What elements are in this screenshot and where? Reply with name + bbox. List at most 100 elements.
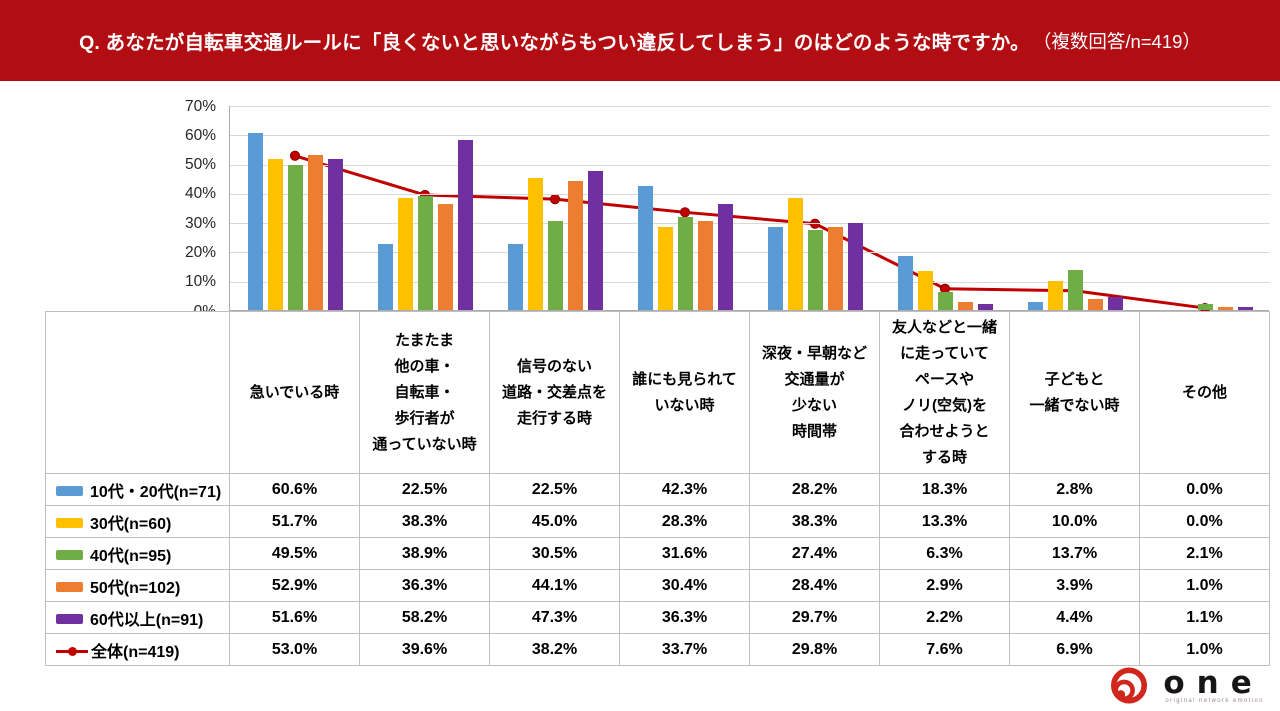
value-cell: 38.9% xyxy=(359,537,490,570)
bar xyxy=(977,303,993,310)
bar xyxy=(937,291,953,310)
series-label: 50代(n=102) xyxy=(90,579,181,597)
value-cell: 6.9% xyxy=(1009,633,1140,666)
bar xyxy=(1237,306,1253,310)
bar xyxy=(267,158,283,310)
value-cell: 53.0% xyxy=(229,633,360,666)
value-cell: 49.5% xyxy=(229,537,360,570)
value-cell: 36.3% xyxy=(359,569,490,602)
value-cell: 0.0% xyxy=(1139,473,1270,506)
gridline xyxy=(230,135,1270,137)
bar xyxy=(547,220,563,310)
y-axis: 70%60%50%40%30%20%10%0% xyxy=(140,98,216,320)
value-cell: 2.8% xyxy=(1009,473,1140,506)
overall-line-marker xyxy=(679,207,691,218)
value-cell: 7.6% xyxy=(879,633,1010,666)
table-row: 40代(n=95) 49.5% 38.9% 30.5% 31.6% 27.4% 6.3% 13… xyxy=(45,537,1270,570)
series-label: 40代(n=95) xyxy=(90,547,172,565)
bar xyxy=(657,227,673,310)
bar xyxy=(287,165,303,310)
overall-line-marker xyxy=(549,194,561,205)
gridline xyxy=(230,252,1270,254)
value-cell: 13.7% xyxy=(1009,537,1140,570)
bar xyxy=(397,197,413,310)
bar xyxy=(717,203,733,310)
series-swatch xyxy=(56,550,83,561)
category-header: 急いでいる時 xyxy=(229,311,360,474)
value-cell: 44.1% xyxy=(489,569,620,602)
bar xyxy=(1217,307,1233,310)
value-cell: 28.2% xyxy=(749,473,880,506)
bar xyxy=(587,171,603,310)
bar xyxy=(1107,297,1123,310)
results-table: 急いでいる時 たまたま 他の車・ 自転車・ 歩行者が 通っていない時 信号のない 道路・交差点… xyxy=(45,311,1270,666)
bar xyxy=(957,301,973,310)
value-cell: 38.3% xyxy=(359,505,490,538)
bar xyxy=(307,155,323,310)
value-cell: 10.0% xyxy=(1009,505,1140,538)
bar xyxy=(1087,298,1103,310)
value-cell: 38.2% xyxy=(489,633,620,666)
value-cell: 45.0% xyxy=(489,505,620,538)
legend-cell: 全体(n=419) xyxy=(45,633,230,666)
series-label: 30代(n=60) xyxy=(90,515,172,533)
legend-cell: 10代・20代(n=71) xyxy=(45,473,230,506)
value-cell: 1.0% xyxy=(1139,633,1270,666)
bar xyxy=(637,186,653,310)
bar xyxy=(457,139,473,310)
category-header: たまたま 他の車・ 自転車・ 歩行者が 通っていない時 xyxy=(359,311,490,474)
value-cell: 30.5% xyxy=(489,537,620,570)
bar xyxy=(507,244,523,310)
one-spiral-icon xyxy=(1111,667,1148,704)
series-label: 60代以上(n=91) xyxy=(90,611,204,629)
value-cell: 18.3% xyxy=(879,473,1010,506)
value-cell: 22.5% xyxy=(359,473,490,506)
value-cell: 2.1% xyxy=(1139,537,1270,570)
legend-cell: 50代(n=102) xyxy=(45,569,230,602)
value-cell: 2.9% xyxy=(879,569,1010,602)
y-axis-label: 30% xyxy=(184,214,216,232)
value-cell: 3.9% xyxy=(1009,569,1140,602)
series-line-marker xyxy=(56,646,88,657)
series-label: 10代・20代(n=71) xyxy=(90,483,222,501)
y-axis-label: 70% xyxy=(184,97,216,115)
overall-line-marker xyxy=(289,150,301,161)
y-axis-label: 50% xyxy=(184,156,216,174)
x-axis-tick xyxy=(1269,311,1270,315)
value-cell: 22.5% xyxy=(489,473,620,506)
series-swatch xyxy=(56,614,83,625)
bar xyxy=(1047,280,1063,310)
gridline xyxy=(230,281,1270,283)
value-cell: 28.3% xyxy=(619,505,750,538)
series-swatch xyxy=(56,486,83,497)
bar xyxy=(417,196,433,310)
legend-cell: 60代以上(n=91) xyxy=(45,601,230,634)
table-corner-cell xyxy=(45,311,230,474)
value-cell: 13.3% xyxy=(879,505,1010,538)
value-cell: 51.7% xyxy=(229,505,360,538)
plot-area xyxy=(229,106,1270,315)
category-header: 子どもと 一緒でない時 xyxy=(1009,311,1140,474)
value-cell: 33.7% xyxy=(619,633,750,666)
value-cell: 30.4% xyxy=(619,569,750,602)
value-cell: 28.4% xyxy=(749,569,880,602)
value-cell: 42.3% xyxy=(619,473,750,506)
value-cell: 60.6% xyxy=(229,473,360,506)
value-cell: 51.6% xyxy=(229,601,360,634)
y-axis-label: 60% xyxy=(184,126,216,144)
bar xyxy=(897,256,913,310)
one-logo-tagline: original network emotion xyxy=(1165,698,1264,704)
bar xyxy=(437,203,453,310)
bar xyxy=(847,223,863,310)
value-cell: 29.7% xyxy=(749,601,880,634)
table-row: 60代以上(n=91) 51.6% 58.2% 47.3% 36.3% 29.7% 2.2%… xyxy=(45,601,1270,634)
gridline xyxy=(230,106,1270,107)
value-cell: 27.4% xyxy=(749,537,880,570)
bar xyxy=(1027,301,1043,310)
y-axis-label: 20% xyxy=(184,243,216,261)
one-logo-text: one xyxy=(1163,665,1264,701)
bar xyxy=(567,180,583,310)
table-row: 全体(n=419) 53.0% 39.6% 38.2% 33.7% 29.8% 7.6% 6.… xyxy=(45,633,1270,666)
bar xyxy=(787,197,803,310)
